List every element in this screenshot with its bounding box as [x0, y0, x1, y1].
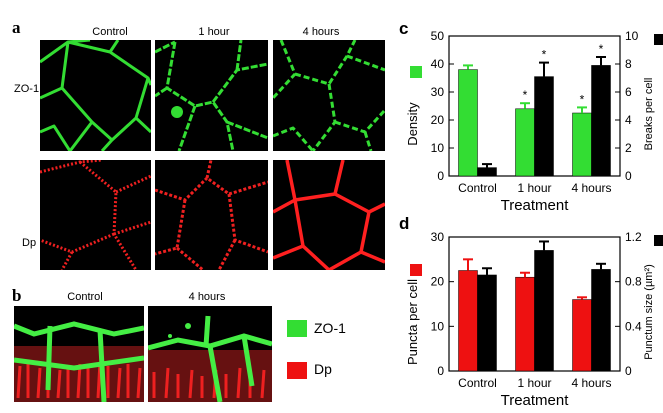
chart-c-letter: c — [399, 20, 408, 38]
right-tick-label: 10 — [625, 29, 639, 43]
right-tick-label: 6 — [625, 85, 632, 99]
bar — [572, 299, 592, 372]
bar — [591, 269, 611, 372]
surface-4hours-image — [148, 306, 272, 402]
panel-b-letter: b — [12, 286, 22, 305]
bar — [458, 69, 478, 177]
right-tick-label: 2 — [625, 141, 632, 155]
panel-b-col-4hours: 4 hours — [188, 291, 226, 303]
bar — [458, 270, 478, 372]
legend-zo1-swatch — [287, 320, 307, 337]
panel-a-col-control: Control — [92, 26, 128, 38]
left-tick-label: 0 — [437, 169, 444, 183]
dp-control-image — [40, 160, 151, 270]
right-tick-label: 0.8 — [625, 275, 642, 289]
right-tick-label: 4 — [625, 113, 632, 127]
bar — [591, 65, 611, 177]
left-axis-swatch — [410, 66, 422, 78]
zo1-4hours-image — [273, 40, 385, 151]
right-tick-label: 0.4 — [625, 319, 642, 333]
left-tick-label: 30 — [431, 230, 445, 244]
surface-control-image — [14, 306, 144, 402]
chart-c: c 0 10 20 30 40 50 0 2 4 6 8 10 Density Breaks per cel… — [399, 20, 663, 214]
chart-d: d 0 10 20 30 0 0.4 0.8 1.2 Puncta per cell Punctum… — [399, 215, 663, 409]
right-axis-swatch — [654, 235, 663, 246]
panel-b-col-control: Control — [67, 291, 103, 303]
left-tick-label: 20 — [431, 113, 445, 127]
chart-d-letter: d — [399, 215, 409, 233]
bar — [477, 167, 497, 177]
panel-a-col-1hour: 1 hour — [198, 26, 230, 38]
legend-zo1-label: ZO-1 — [314, 320, 346, 336]
left-tick-label: 10 — [431, 141, 445, 155]
left-tick-label: 10 — [431, 319, 445, 333]
bar — [515, 108, 535, 177]
right-tick-label: 8 — [625, 57, 632, 71]
panel-a-col-4hours: 4 hours — [302, 26, 340, 38]
legend-dp-label: Dp — [314, 361, 332, 377]
zo1-1hour-image — [155, 40, 268, 151]
panel-a-row-dp: Dp — [22, 237, 37, 249]
category-label: Control — [458, 181, 497, 195]
right-axis-label: Punctum size (µm²) — [643, 264, 655, 360]
category-label: 1 hour — [517, 181, 551, 195]
right-axis-swatch — [654, 34, 663, 45]
zo1-control-image — [40, 40, 151, 151]
legend-dp-swatch — [287, 362, 307, 379]
bar — [534, 250, 554, 372]
significance-star: * — [523, 88, 528, 102]
bar — [515, 276, 535, 372]
panel-a-letter: a — [12, 18, 21, 37]
bar — [477, 274, 497, 372]
left-axis-label: Puncta per cell — [405, 279, 420, 365]
left-tick-label: 30 — [431, 85, 445, 99]
right-tick-label: 0 — [625, 169, 632, 183]
left-axis-label: Density — [405, 102, 420, 146]
dp-4hours-image — [273, 160, 385, 270]
right-tick-label: 1.2 — [625, 230, 642, 244]
x-axis-label: Treatment — [501, 392, 570, 409]
category-label: 1 hour — [517, 376, 551, 390]
significance-star: * — [580, 92, 585, 106]
x-axis-label: Treatment — [501, 197, 570, 214]
left-tick-label: 50 — [431, 29, 445, 43]
left-axis-swatch — [410, 264, 422, 276]
dp-1hour-image — [155, 160, 268, 270]
category-label: 4 hours — [571, 376, 611, 390]
panel-a-row-zo1: ZO-1 — [14, 83, 40, 95]
left-tick-label: 20 — [431, 275, 445, 289]
right-tick-label: 0 — [625, 364, 632, 378]
left-tick-label: 0 — [437, 364, 444, 378]
bar — [534, 76, 554, 177]
significance-star: * — [542, 48, 547, 62]
significance-star: * — [599, 42, 604, 56]
category-label: Control — [458, 376, 497, 390]
right-axis-label: Breaks per cell — [643, 78, 655, 151]
category-label: 4 hours — [571, 181, 611, 195]
left-tick-label: 40 — [431, 57, 445, 71]
bar — [572, 112, 592, 177]
